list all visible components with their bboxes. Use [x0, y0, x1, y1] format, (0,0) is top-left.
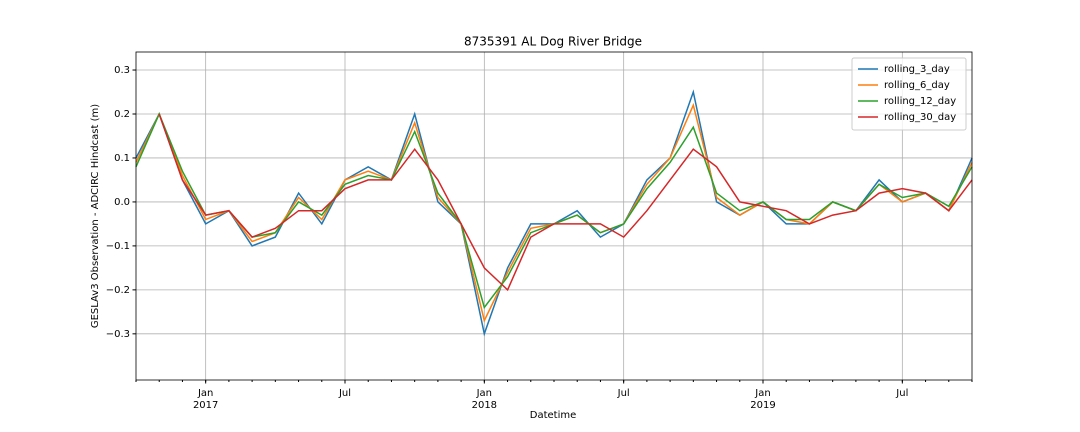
y-tick-label: −0.2 [106, 285, 130, 296]
legend-box [851, 57, 967, 131]
y-tick-label: 0.2 [114, 109, 130, 120]
y-axis-label: GESLAv3 Observation - ADCIRC Hindcast (m… [90, 104, 101, 328]
chart-title: 8735391 AL Dog River Bridge [464, 35, 642, 49]
legend-label: rolling_6_day [884, 80, 950, 91]
x-axis-label: Datetime [530, 410, 577, 421]
y-tick-label: 0.1 [114, 153, 130, 164]
series-line [135, 112, 973, 310]
plot-frame [135, 51, 973, 381]
y-tick-label: 0.3 [114, 65, 130, 76]
legend-label: rolling_12_day [884, 96, 956, 107]
x-tick-label: Jan 2017 [193, 388, 218, 411]
x-tick-label: Jan 2019 [750, 388, 775, 411]
legend-label: rolling_30_day [884, 112, 956, 123]
x-tick-label: Jul [617, 388, 630, 399]
x-tick-label: Jan 2018 [472, 388, 497, 411]
y-tick-label: 0.0 [114, 197, 130, 208]
x-tick-label: Jul [895, 388, 908, 399]
series-line [158, 113, 973, 292]
y-tick-label: −0.3 [106, 329, 130, 340]
x-tick-label: Jul [338, 388, 351, 399]
legend: rolling_3_day rolling_6_day rolling_12_day… [851, 57, 967, 131]
legend-label: rolling_3_day [884, 64, 950, 75]
y-tick-label: −0.1 [106, 241, 130, 252]
